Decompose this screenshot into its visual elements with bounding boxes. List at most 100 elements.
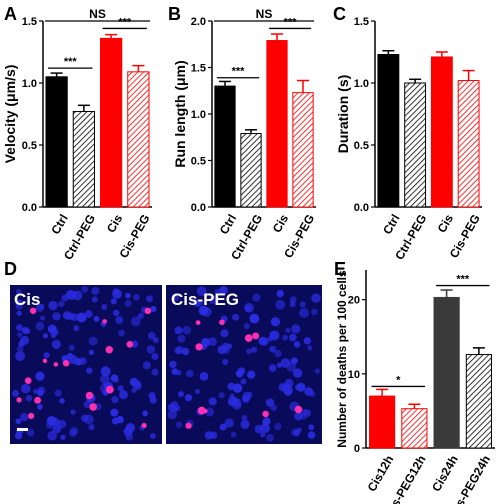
y-tick-label: 1.0: [191, 109, 206, 121]
nucleus: [219, 286, 228, 295]
nucleus: [240, 419, 250, 429]
nucleus: [35, 371, 45, 381]
nucleus: [17, 332, 23, 338]
nucleus: [185, 369, 194, 378]
nucleus: [73, 325, 80, 332]
bar-cis24h: [433, 296, 460, 449]
dead-cell: [244, 334, 253, 342]
bar-cis: [430, 56, 453, 208]
nucleus: [174, 326, 183, 335]
dead-cell: [62, 359, 70, 367]
nucleus: [276, 289, 284, 298]
nucleus: [196, 286, 207, 297]
significance-label: ***: [456, 274, 470, 286]
dead-cell: [24, 377, 32, 385]
nucleus: [258, 336, 268, 346]
nucleus: [204, 431, 214, 440]
bar-cis12h: [369, 395, 396, 449]
nucleus: [52, 312, 61, 321]
dead-cell: [126, 341, 134, 348]
nucleus: [299, 301, 306, 308]
nucleus: [47, 324, 57, 334]
category-label: Cis12h: [365, 453, 397, 494]
nucleus: [252, 293, 261, 302]
nucleus: [68, 354, 78, 365]
bar-ctrl: [45, 76, 68, 208]
nucleus: [16, 310, 22, 316]
significance-label: ***: [64, 56, 78, 68]
y-axis-label: Run length (μm): [172, 60, 188, 167]
nucleus: [42, 333, 48, 339]
nucleus: [21, 383, 31, 394]
nucleus: [83, 400, 92, 409]
bar-ctrl: [377, 53, 400, 208]
nucleus: [83, 414, 94, 425]
category-label: Ctrl: [380, 212, 402, 237]
nucleus: [232, 313, 240, 321]
nucleus: [177, 391, 184, 398]
nucleus: [199, 371, 209, 381]
category-label: Cis: [435, 212, 457, 235]
nucleus: [111, 395, 119, 404]
y-tick-label: 1.0: [22, 78, 37, 90]
dead-cell: [53, 362, 59, 367]
nucleus: [14, 431, 23, 440]
bar-cis: [266, 40, 288, 208]
nucleus: [224, 418, 234, 428]
nucleus: [25, 394, 33, 402]
nucleus: [81, 285, 89, 293]
nucleus: [205, 407, 215, 417]
nucleus: [33, 388, 39, 395]
significance-label: *: [396, 374, 401, 386]
dead-cell: [141, 422, 147, 429]
nucleus: [117, 385, 124, 392]
nucleus: [230, 431, 237, 438]
dead-cell: [28, 412, 35, 419]
bar-cis-peg24h: [465, 354, 492, 449]
significance-label: ***: [232, 66, 246, 78]
nucleus: [288, 333, 297, 342]
nucleus: [93, 315, 100, 322]
micrograph-cis-label: Cis: [14, 290, 40, 309]
bar-cis-peg: [457, 80, 480, 208]
nucleus: [208, 337, 217, 347]
nucleus: [151, 368, 159, 376]
y-tick-label: 10: [348, 369, 360, 381]
bar-ctrl-peg: [72, 111, 96, 208]
nucleus: [86, 367, 93, 374]
nucleus: [16, 345, 24, 353]
dead-cell: [185, 422, 192, 429]
nucleus: [171, 368, 179, 375]
nucleus: [54, 389, 62, 397]
y-tick-label: 2.0: [191, 16, 206, 28]
panel-letter-a: A: [4, 4, 17, 24]
y-axis-label: Duration (s): [335, 75, 351, 154]
significance-label: ***: [118, 16, 132, 28]
nucleus: [265, 398, 275, 407]
nucleus: [149, 396, 157, 404]
nucleus: [125, 292, 131, 299]
micrograph-panel: Cis Cis-PEG: [10, 285, 322, 444]
nucleus: [218, 392, 225, 399]
y-tick-label: 1.5: [191, 63, 206, 75]
significance-label: ***: [284, 16, 298, 28]
nucleus: [137, 312, 144, 320]
nucleus: [153, 337, 159, 344]
nucleus: [111, 417, 119, 425]
nucleus: [208, 295, 218, 305]
nucleus: [124, 299, 132, 308]
nucleus: [169, 360, 177, 369]
bar-ctrl: [214, 85, 236, 208]
y-tick-label: 1.0: [354, 78, 369, 90]
nucleus: [115, 316, 124, 324]
nucleus: [68, 344, 75, 351]
nucleus: [222, 358, 229, 365]
nucleus: [276, 362, 283, 368]
nucleus: [286, 361, 297, 372]
nucleus: [88, 424, 95, 431]
nucleus: [260, 432, 266, 438]
dead-cell: [16, 397, 22, 403]
y-tick-label: 0.5: [22, 140, 37, 152]
